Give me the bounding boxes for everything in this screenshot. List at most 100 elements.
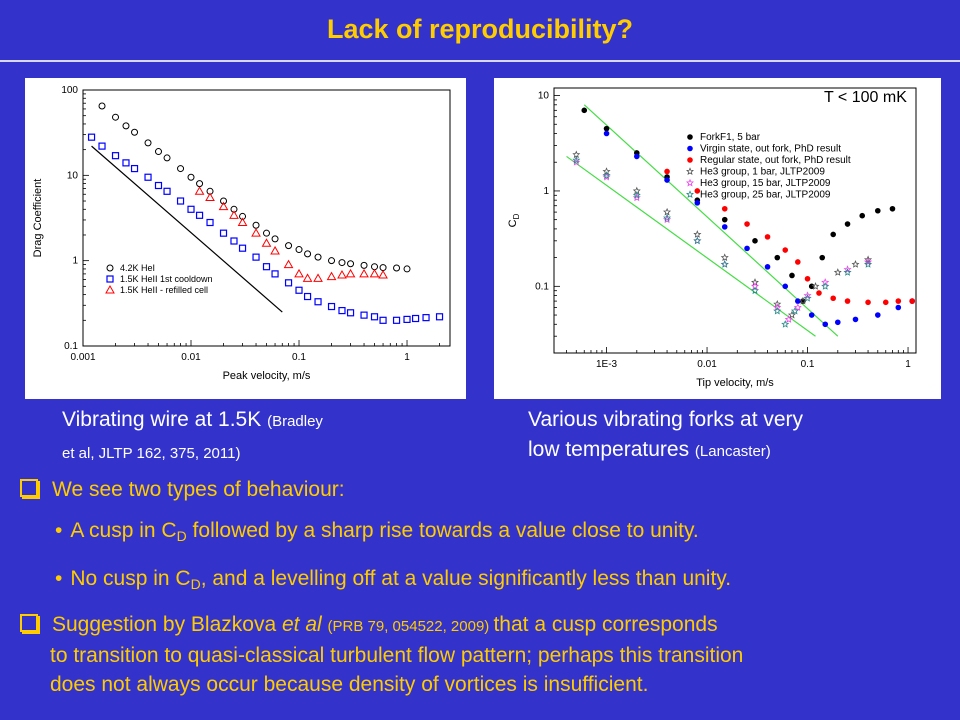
data-point <box>237 217 248 227</box>
data-point <box>270 245 280 255</box>
data-point <box>795 298 801 304</box>
data-point <box>326 271 337 281</box>
bullet-suggestion-line2: to transition to quasi-classical turbule… <box>50 644 744 667</box>
y-tick-label: 1 <box>72 256 78 267</box>
subbullet-no-cusp-sub: D <box>190 576 201 592</box>
data-point <box>154 148 162 156</box>
data-point <box>122 159 130 167</box>
left-caption-ref-b: et al, JLTP 162, 375, 2011) <box>62 445 241 462</box>
data-point <box>693 230 702 238</box>
data-point <box>632 191 641 199</box>
data-point <box>874 312 881 318</box>
subbullet-cusp-sub: D <box>176 528 187 544</box>
data-point <box>194 186 205 195</box>
data-point <box>111 152 120 160</box>
data-point <box>304 250 312 258</box>
data-point <box>852 316 859 323</box>
data-point <box>863 260 873 268</box>
legend-entry: 1.5K HeII 1st cooldown <box>120 274 213 284</box>
data-point <box>271 235 279 243</box>
plot-frame <box>553 87 917 354</box>
data-point <box>773 299 782 308</box>
data-point <box>603 130 610 137</box>
data-point <box>721 205 728 212</box>
data-point <box>774 254 781 261</box>
data-point <box>843 268 852 276</box>
data-point <box>790 306 799 315</box>
fork-cd-chart: 1E-3 0.01 0.1 1 0.1 1 10 Tip velocity, m/s CD For… <box>507 87 917 389</box>
data-point <box>795 259 801 265</box>
data-point <box>865 299 871 306</box>
data-point <box>803 293 812 302</box>
data-point <box>435 313 444 321</box>
data-point <box>664 168 670 175</box>
data-point <box>302 273 313 282</box>
data-point <box>844 298 851 304</box>
data-point <box>816 290 822 296</box>
data-point <box>752 238 758 244</box>
data-point <box>782 283 789 290</box>
dot-bullet-icon: • <box>55 519 63 542</box>
data-point <box>811 281 820 290</box>
y-tick-label: 0.1 <box>64 341 78 352</box>
data-point <box>694 200 701 206</box>
data-point <box>422 314 430 322</box>
data-point <box>787 310 797 319</box>
bullet-behaviour: We see two types of behaviour: <box>20 475 345 504</box>
y-tick-label: 1 <box>543 186 549 197</box>
y-axis-label-sub: D <box>512 213 521 219</box>
legend-marker <box>686 167 694 175</box>
legend-marker <box>686 190 694 198</box>
data-point <box>378 269 388 279</box>
series-4-2k-hei <box>98 102 411 273</box>
plot-frame <box>82 89 451 347</box>
x-tick-label: 0.001 <box>70 352 95 363</box>
checkbox-bullet-icon <box>20 614 38 632</box>
subbullet-no-cusp-b: , and a levelling off at a value signifi… <box>200 567 732 590</box>
data-point <box>764 234 771 240</box>
data-point <box>744 221 750 227</box>
data-point <box>764 264 771 270</box>
data-point <box>694 188 701 194</box>
y-tick-label: 10 <box>67 170 79 181</box>
y-axis-label: Drag Coefficient <box>32 179 44 258</box>
data-point <box>130 164 139 173</box>
data-point <box>403 265 411 273</box>
data-point <box>195 211 204 219</box>
data-point <box>229 210 239 219</box>
data-point <box>262 263 271 271</box>
data-point <box>721 224 728 230</box>
data-point <box>313 273 323 282</box>
data-point <box>238 244 247 252</box>
x-tick-label: 0.01 <box>181 352 201 363</box>
x-tick-label: 0.1 <box>801 359 815 370</box>
data-point <box>632 193 641 202</box>
legend-marker <box>687 145 693 152</box>
legend-marker <box>105 284 115 294</box>
data-point <box>177 165 185 173</box>
data-point <box>346 309 355 317</box>
data-point <box>285 242 293 250</box>
title-divider <box>0 60 960 62</box>
data-point <box>163 154 171 162</box>
data-point <box>230 237 238 245</box>
data-point <box>122 122 130 130</box>
data-point <box>830 231 836 238</box>
legend-entry: He3 group, 25 bar, JLTP2009 <box>700 190 831 201</box>
drag-coefficient-chart: 0.001 0.01 0.1 1 0.1 1 10 100 Peak velocity, m/s… <box>32 85 451 382</box>
data-point <box>284 279 293 287</box>
data-point <box>98 102 106 110</box>
data-point <box>572 157 581 166</box>
data-point <box>187 205 195 213</box>
data-point <box>295 246 303 254</box>
data-point <box>909 298 916 304</box>
data-point <box>295 286 303 294</box>
data-point <box>781 320 790 328</box>
x-tick-label: 1 <box>404 352 410 363</box>
y-tick-label: 100 <box>61 85 78 96</box>
subbullet-cusp: • A cusp in CD followed by a sharp rise t… <box>55 516 699 551</box>
data-point <box>131 128 139 136</box>
data-point <box>314 253 322 261</box>
bullet-suggestion-line3: does not always occur because density of… <box>50 673 649 696</box>
right-caption-main-a: Various vibrating forks at very <box>528 408 804 431</box>
